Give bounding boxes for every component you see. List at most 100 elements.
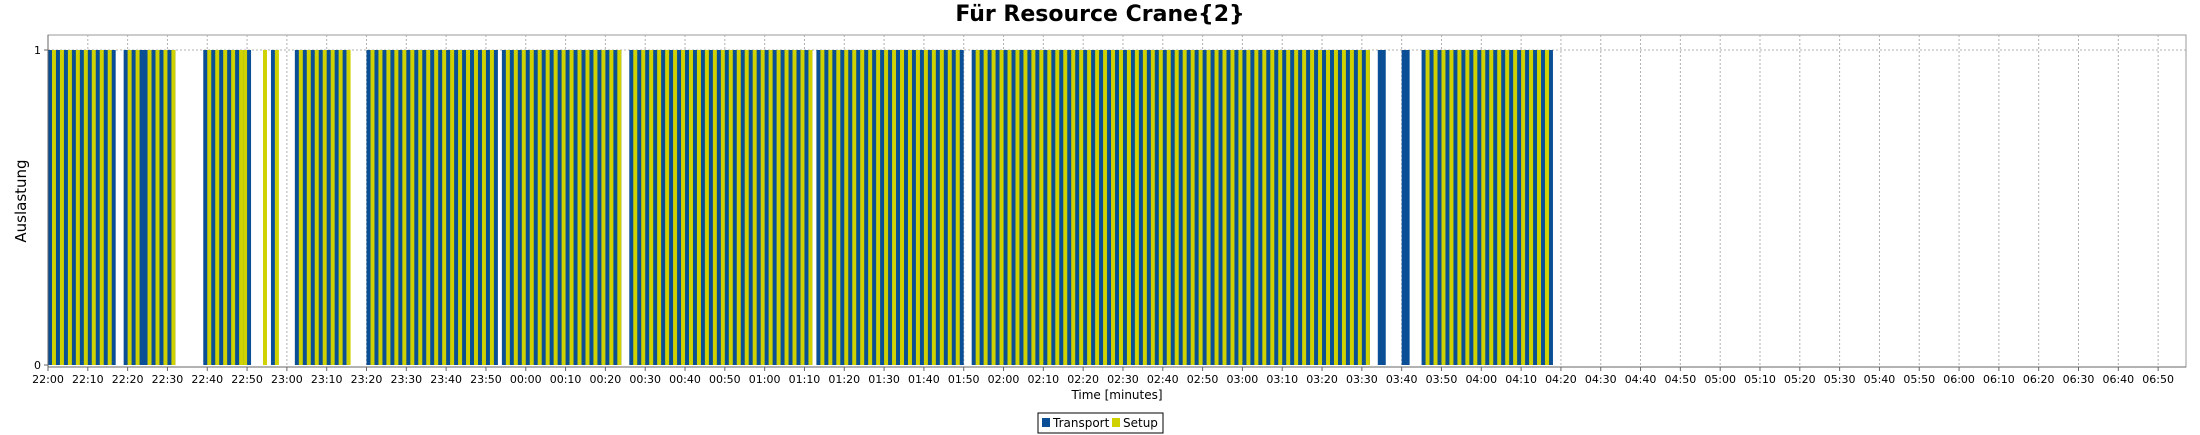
x-tick-label: 23:10 (311, 373, 343, 386)
bar-setup (426, 50, 431, 365)
bar-setup (569, 50, 574, 365)
bar-transport (270, 50, 275, 365)
bar-setup (585, 50, 590, 365)
bar-transport (294, 50, 347, 365)
bar-setup (239, 50, 244, 365)
bar-setup (1270, 50, 1275, 365)
bar-setup (1246, 50, 1251, 365)
x-tick-label: 00:40 (669, 373, 701, 386)
bar-setup (1047, 50, 1052, 365)
x-tick-label: 05:00 (1704, 373, 1736, 386)
bar-setup (868, 50, 873, 365)
bar-setup (633, 50, 638, 365)
x-tick-label: 05:50 (1903, 373, 1935, 386)
x-tick-label: 01:10 (789, 373, 821, 386)
x-tick-label: 22:50 (231, 373, 263, 386)
bar-setup (207, 50, 212, 365)
x-tick-label: 23:00 (271, 373, 303, 386)
bar-setup (1357, 50, 1362, 365)
bar-setup (1333, 50, 1338, 365)
bar-setup (852, 50, 857, 365)
bar-setup (649, 50, 654, 365)
x-tick-label: 00:00 (510, 373, 542, 386)
bar-setup (1079, 50, 1084, 365)
x-tick-label: 05:10 (1744, 373, 1776, 386)
bar-setup (231, 50, 236, 365)
x-tick-label: 05:40 (1864, 373, 1896, 386)
bar-setup (75, 50, 80, 365)
bar-setup (808, 50, 813, 365)
x-tick-label: 23:30 (390, 373, 422, 386)
bar-setup (744, 50, 749, 365)
x-tick-label: 00:20 (590, 373, 622, 386)
bar-setup (1015, 50, 1020, 365)
bar-transport (1401, 50, 1410, 365)
x-tick-label: 06:50 (2142, 373, 2174, 386)
x-tick-label: 03:30 (1346, 373, 1378, 386)
x-tick-label: 01:40 (908, 373, 940, 386)
x-tick-label: 22:00 (32, 373, 64, 386)
bar-setup (274, 50, 279, 365)
bar-setup (489, 50, 494, 365)
x-tick-label: 06:00 (1943, 373, 1975, 386)
bar-setup (1007, 50, 1012, 365)
legend-swatch-transport (1042, 418, 1050, 427)
x-tick-label: 06:30 (2063, 373, 2095, 386)
bar-setup (147, 50, 152, 365)
bar-setup (1126, 50, 1131, 365)
bar-setup (828, 50, 833, 365)
bar-setup (800, 50, 805, 365)
bar-setup (67, 50, 72, 365)
bar-setup (1537, 50, 1542, 365)
bar-setup (720, 50, 725, 365)
bar-setup (346, 50, 351, 365)
bar-setup (931, 50, 936, 365)
bar-setup (386, 50, 391, 365)
bar-setup (1513, 50, 1518, 365)
bar-setup (127, 50, 132, 365)
x-tick-label: 00:50 (709, 373, 741, 386)
x-tick-label: 03:40 (1386, 373, 1418, 386)
bar-setup (1349, 50, 1354, 365)
x-tick-label: 02:30 (1107, 373, 1139, 386)
bar-setup (601, 50, 606, 365)
bar-setup (1031, 50, 1036, 365)
bar-setup (99, 50, 104, 365)
x-tick-label: 23:20 (351, 373, 383, 386)
x-tick-label: 02:50 (1187, 373, 1219, 386)
legend-swatch-setup (1112, 418, 1120, 427)
bar-setup (1095, 50, 1100, 365)
bar-setup (1262, 50, 1267, 365)
x-tick-label: 02:10 (1027, 373, 1059, 386)
bar-setup (776, 50, 781, 365)
bar-setup (1529, 50, 1534, 365)
bar-setup (330, 50, 335, 365)
bar-setup (1023, 50, 1028, 365)
bar-setup (1286, 50, 1291, 365)
bar-setup (991, 50, 996, 365)
bar-setup (505, 50, 510, 365)
bar-setup (1310, 50, 1315, 365)
x-tick-label: 06:10 (1983, 373, 2015, 386)
bar-setup (537, 50, 542, 365)
legend-label-transport: Transport (1052, 416, 1110, 430)
x-tick-label: 22:10 (72, 373, 104, 386)
x-tick-label: 03:10 (1266, 373, 1298, 386)
bar-setup (728, 50, 733, 365)
bar-setup (907, 50, 912, 365)
bar-setup (947, 50, 952, 365)
bar-setup (410, 50, 415, 365)
x-tick-label: 04:50 (1665, 373, 1697, 386)
bar-setup (338, 50, 343, 365)
bar-setup (1238, 50, 1243, 365)
bars (48, 50, 1553, 365)
x-tick-label: 06:20 (2023, 373, 2055, 386)
bar-setup (1230, 50, 1235, 365)
ticks: 22:00 22:10 22:20 22:30 22:40 22:50 23:00 23:10… (32, 44, 2174, 386)
bar-setup (298, 50, 303, 365)
bar-setup (1294, 50, 1299, 365)
bar-setup (1489, 50, 1494, 365)
bar-setup (434, 50, 439, 365)
bar-setup (641, 50, 646, 365)
bar-transport (1377, 50, 1386, 365)
